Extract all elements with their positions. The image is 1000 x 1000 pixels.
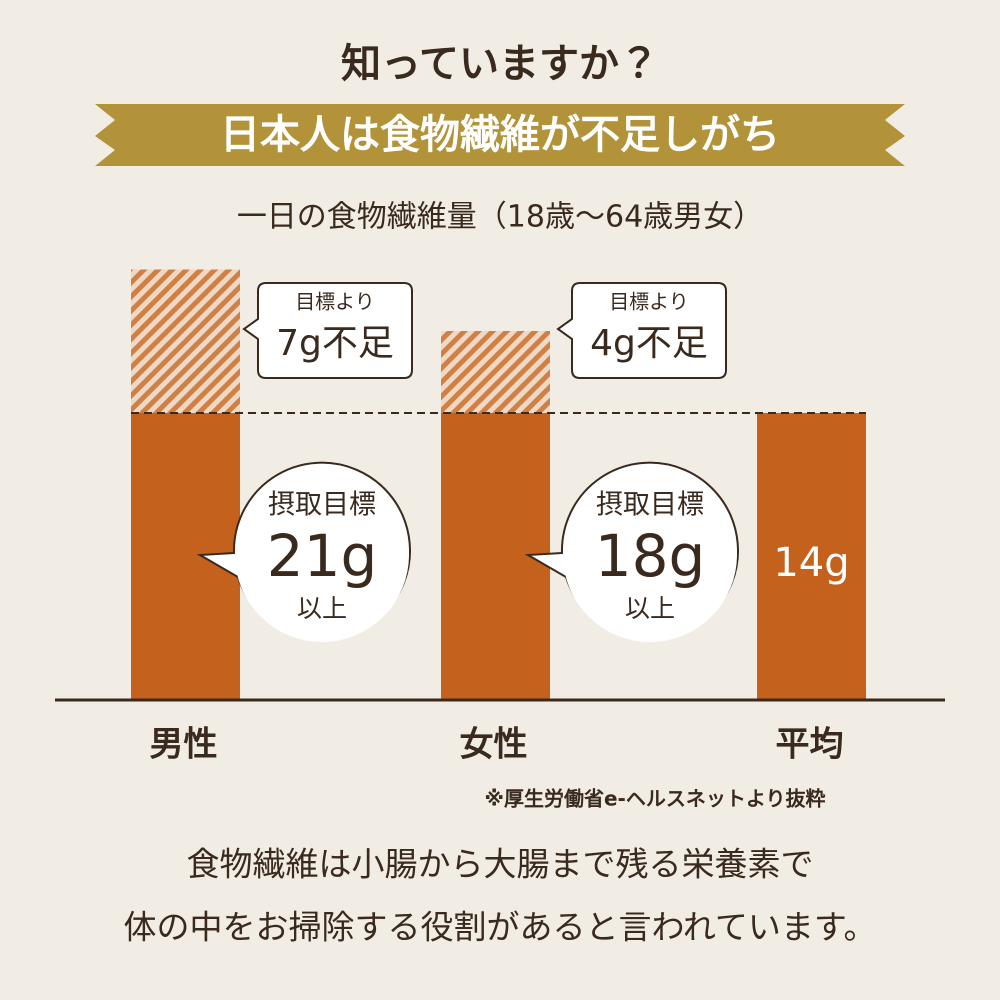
target-value: 18g <box>595 522 706 590</box>
target-value: 21g <box>267 522 378 590</box>
banner-text: 日本人は食物繊維が不足しがち <box>220 112 780 158</box>
source-note: ※厚生労働省e-ヘルスネットより抜粋 <box>485 787 826 811</box>
chart-title: 一日の食物繊維量（18歳～64歳男女） <box>237 200 763 235</box>
category-label: 女性 <box>460 725 528 765</box>
category-label: 平均 <box>776 725 844 765</box>
shortfall-label: 4g不足 <box>590 323 708 364</box>
bar <box>757 413 866 700</box>
target-caption: 摂取目標 <box>268 490 376 521</box>
banner-ribbon <box>95 104 905 166</box>
footer-line: 食物繊維は小腸から大腸まで残る栄養素で <box>187 845 814 884</box>
value-label: 14g <box>773 540 849 586</box>
shortfall-callout <box>556 282 727 379</box>
target-suffix: 以上 <box>297 594 347 623</box>
target-suffix: 以上 <box>625 594 675 623</box>
target-bubble-fill <box>563 468 737 642</box>
shortfall-caption: 目標より <box>295 290 375 314</box>
shortfall-callout <box>242 282 413 379</box>
footer-line: 体の中をお掃除する役割があると言われています。 <box>123 908 876 947</box>
target-caption: 摂取目標 <box>596 490 704 521</box>
category-label: 男性 <box>150 725 218 765</box>
page-title: 知っていますか？ <box>341 41 659 87</box>
shortfall-caption: 目標より <box>609 290 689 314</box>
shortfall-label: 7g不足 <box>276 323 394 364</box>
target-bubble-fill <box>235 468 409 642</box>
